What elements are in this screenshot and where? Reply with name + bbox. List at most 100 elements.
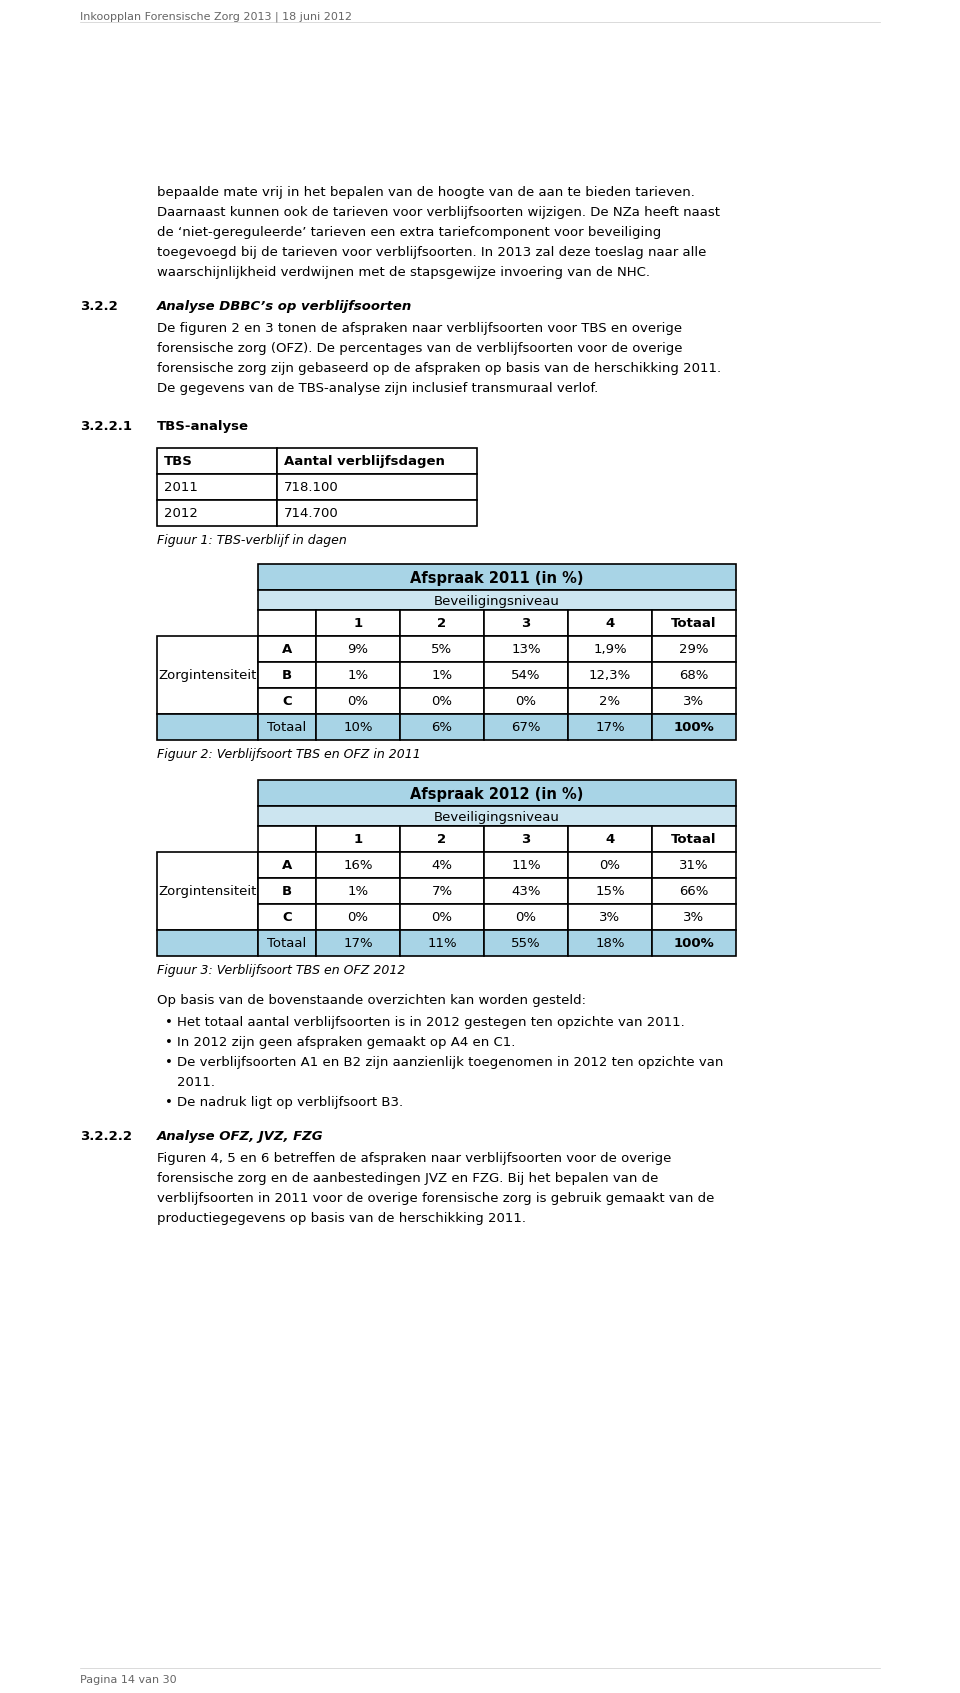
Text: Afspraak 2011 (in %): Afspraak 2011 (in %) [410,571,584,586]
Text: 2: 2 [438,833,446,846]
Text: •: • [165,1036,173,1050]
Text: 7%: 7% [431,885,452,897]
Text: 0%: 0% [431,696,452,708]
Bar [484,714,568,740]
Bar [316,662,400,687]
Bar [316,609,400,637]
Text: 3.2.2: 3.2.2 [80,300,118,313]
Text: Analyse DBBC’s op verblijfsoorten: Analyse DBBC’s op verblijfsoorten [157,300,412,313]
Bar [652,852,736,879]
Text: 3.2.2.2: 3.2.2.2 [80,1129,132,1143]
Bar [568,687,652,714]
Bar [400,609,484,637]
Text: 66%: 66% [680,885,708,897]
Text: forensische zorg zijn gebaseerd op de afspraken op basis van de herschikking 201: forensische zorg zijn gebaseerd op de af… [157,362,721,376]
Bar [157,499,277,527]
Bar [258,780,736,806]
Bar [484,879,568,904]
Bar [484,852,568,879]
Bar [652,637,736,662]
Text: 43%: 43% [512,885,540,897]
Text: 15%: 15% [595,885,625,897]
Text: Op basis van de bovenstaande overzichten kan worden gesteld:: Op basis van de bovenstaande overzichten… [157,994,586,1007]
Text: 11%: 11% [427,936,457,950]
Text: 2011: 2011 [164,481,198,494]
Bar [316,879,400,904]
Bar [400,879,484,904]
Text: 4%: 4% [431,858,452,872]
Bar [484,904,568,929]
Bar [157,449,277,474]
Text: Beveiligingsniveau: Beveiligingsniveau [434,594,560,608]
Text: 4: 4 [606,616,614,630]
Text: Beveiligingsniveau: Beveiligingsniveau [434,811,560,824]
Bar [157,714,258,740]
Text: 18%: 18% [595,936,625,950]
Bar [316,714,400,740]
Text: De verblijfsoorten A1 en B2 zijn aanzienlijk toegenomen in 2012 ten opzichte van: De verblijfsoorten A1 en B2 zijn aanzien… [177,1056,724,1068]
Text: Daarnaast kunnen ook de tarieven voor verblijfsoorten wijzigen. De NZa heeft naa: Daarnaast kunnen ook de tarieven voor ve… [157,207,720,218]
Text: productiegegevens op basis van de herschikking 2011.: productiegegevens op basis van de hersch… [157,1212,526,1226]
Text: C: C [282,696,292,708]
Text: TBS-analyse: TBS-analyse [157,420,249,433]
Text: 1,9%: 1,9% [593,643,627,655]
Text: 16%: 16% [344,858,372,872]
Bar [277,449,477,474]
Text: Totaal: Totaal [268,721,306,735]
Text: •: • [165,1095,173,1109]
Text: De nadruk ligt op verblijfsoort B3.: De nadruk ligt op verblijfsoort B3. [177,1095,403,1109]
Bar [400,687,484,714]
Text: 3: 3 [521,616,531,630]
Text: 2012: 2012 [164,506,198,520]
Text: Totaal: Totaal [671,616,717,630]
Text: Zorgintensiteit: Zorgintensiteit [158,669,256,682]
Bar [157,929,258,957]
Bar [258,662,316,687]
Text: 17%: 17% [595,721,625,735]
Text: C: C [282,911,292,924]
Text: 3%: 3% [599,911,620,924]
Bar [258,564,736,589]
Bar [484,687,568,714]
Bar [400,904,484,929]
Bar [316,826,400,852]
Bar [652,904,736,929]
Text: TBS: TBS [164,455,193,467]
Bar [400,662,484,687]
Text: Zorgintensiteit: Zorgintensiteit [158,885,256,897]
Text: Het totaal aantal verblijfsoorten is in 2012 gestegen ten opzichte van 2011.: Het totaal aantal verblijfsoorten is in … [177,1016,684,1029]
Text: 31%: 31% [679,858,708,872]
Bar [568,609,652,637]
Text: toegevoegd bij de tarieven voor verblijfsoorten. In 2013 zal deze toeslag naar a: toegevoegd bij de tarieven voor verblijf… [157,245,707,259]
Text: 1: 1 [353,833,363,846]
Text: 714.700: 714.700 [284,506,339,520]
Text: 1%: 1% [348,885,369,897]
Text: 2011.: 2011. [177,1077,215,1089]
Text: In 2012 zijn geen afspraken gemaakt op A4 en C1.: In 2012 zijn geen afspraken gemaakt op A… [177,1036,516,1050]
Text: bepaalde mate vrij in het bepalen van de hoogte van de aan te bieden tarieven.: bepaalde mate vrij in het bepalen van de… [157,186,695,200]
Bar [157,637,258,714]
Bar [400,826,484,852]
Bar [258,714,316,740]
Text: 100%: 100% [674,936,714,950]
Text: 3%: 3% [684,696,705,708]
Bar [568,904,652,929]
Text: B: B [282,669,292,682]
Text: De gegevens van de TBS-analyse zijn inclusief transmuraal verlof.: De gegevens van de TBS-analyse zijn incl… [157,383,598,394]
Bar [652,826,736,852]
Bar [316,637,400,662]
Bar [316,929,400,957]
Text: Figuur 1: TBS-verblijf in dagen: Figuur 1: TBS-verblijf in dagen [157,533,347,547]
Text: 1: 1 [353,616,363,630]
Text: Totaal: Totaal [671,833,717,846]
Text: 13%: 13% [511,643,540,655]
Bar [652,687,736,714]
Text: 0%: 0% [348,911,369,924]
Text: 3: 3 [521,833,531,846]
Bar [652,609,736,637]
Text: •: • [165,1056,173,1068]
Bar [400,852,484,879]
Text: Pagina 14 van 30: Pagina 14 van 30 [80,1674,177,1685]
Text: 100%: 100% [674,721,714,735]
Text: Afspraak 2012 (in %): Afspraak 2012 (in %) [410,787,584,802]
